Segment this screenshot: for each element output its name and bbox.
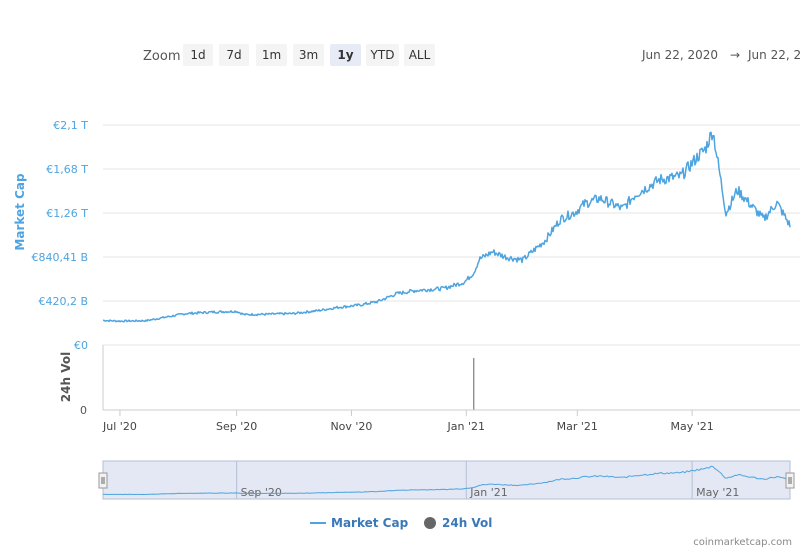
x-tick-label-3: Jan '21 <box>447 420 485 433</box>
navigator-left-handle-box[interactable] <box>98 472 108 489</box>
volume-y-tick-0: 0 <box>80 404 87 417</box>
zoom-button-label: ALL <box>409 48 431 62</box>
y-tick-label-5: €2,1 T <box>53 119 88 132</box>
zoom-button-7d[interactable]: 7d <box>219 44 249 66</box>
x-tick-label-2: Nov '20 <box>330 420 372 433</box>
zoom-button-bg <box>183 44 213 66</box>
zoom-toolbar: Zoom 1d 7d 1m 3m 1y YTD ALL Jun 22, 2020 → Jun… <box>143 44 800 66</box>
navigator-right-handle-box[interactable] <box>785 472 795 489</box>
legend-item-market-cap[interactable]: Market Cap <box>310 516 409 530</box>
range-arrow: → <box>730 48 740 62</box>
y-tick-label-1: €420,2 B <box>38 295 88 308</box>
legend-market-cap-label: Market Cap <box>331 516 409 530</box>
range-from-text[interactable]: Jun 22, 2020 <box>641 48 718 62</box>
legend-volume-label: 24h Vol <box>442 516 492 530</box>
zoom-button-bg <box>404 44 435 66</box>
zoom-button-1y[interactable]: 1y <box>330 44 361 66</box>
y-axis-title: Market Cap <box>13 173 27 251</box>
zoom-button-bg <box>330 44 361 66</box>
range-to-text[interactable]: Jun 22, 2 <box>747 48 800 62</box>
navigator-tick-label-0: Sep '20 <box>241 486 282 499</box>
zoom-button-bg <box>366 44 399 66</box>
zoom-button-bg <box>256 44 287 66</box>
market-cap-line[interactable] <box>102 131 791 323</box>
x-tick-label-1: Sep '20 <box>216 420 257 433</box>
x-tick-label-0: Jul '20 <box>102 420 137 433</box>
legend: Market Cap 24h Vol <box>310 516 492 530</box>
zoom-label: Zoom <box>143 49 180 64</box>
zoom-button-bg <box>219 44 249 66</box>
legend-volume-swatch <box>424 517 436 529</box>
main-gridlines <box>103 124 800 346</box>
zoom-button-label: 1m <box>262 48 281 62</box>
zoom-button-3m[interactable]: 3m <box>293 44 324 66</box>
navigator-left-handle[interactable] <box>98 472 108 489</box>
main-plot: €0€420,2 B€840,41 B€1,26 T€1,68 T€2,1 T … <box>13 119 800 352</box>
navigator[interactable]: Sep '20 Jan '21 May '21 <box>98 460 795 500</box>
zoom-button-label: 1y <box>337 48 353 62</box>
navigator-tick-label-1: Jan '21 <box>469 486 507 499</box>
y-tick-label-3: €1,26 T <box>46 207 88 220</box>
credits-link[interactable]: coinmarketcap.com <box>693 537 792 548</box>
x-axis: Jul '20 Sep '20 Nov '20 Jan '21 Mar '21 May '… <box>102 409 800 433</box>
zoom-button-label: YTD <box>370 48 395 62</box>
y-tick-label-2: €840,41 B <box>31 251 88 264</box>
volume-pane: 24h Vol 0 <box>59 345 800 417</box>
main-y-axis: €0 €420,2 B €840,41 B €1,26 T €1,68 T €2,1 T <box>31 119 88 352</box>
x-tick-label-5: May '21 <box>670 420 713 433</box>
zoom-button-label: 3m <box>299 48 318 62</box>
x-tick-label-4: Mar '21 <box>557 420 598 433</box>
volume-axis-title: 24h Vol <box>59 352 73 402</box>
y-tick-label-4: €1,68 T <box>46 163 88 176</box>
navigator-series-line <box>102 465 790 496</box>
zoom-button-all[interactable]: ALL <box>404 44 435 66</box>
zoom-button-label: 1d <box>190 48 205 62</box>
zoom-button-ytd[interactable]: YTD <box>366 44 399 66</box>
legend-item-volume[interactable]: 24h Vol <box>424 516 492 530</box>
zoom-button-bg <box>293 44 324 66</box>
navigator-tick-label-2: May '21 <box>696 486 739 499</box>
zoom-button-1m[interactable]: 1m <box>256 44 287 66</box>
y-tick-label-0: €0 <box>74 339 88 352</box>
navigator-right-handle[interactable] <box>785 472 795 489</box>
zoom-button-label: 7d <box>226 48 241 62</box>
zoom-button-1d[interactable]: 1d <box>183 44 213 66</box>
